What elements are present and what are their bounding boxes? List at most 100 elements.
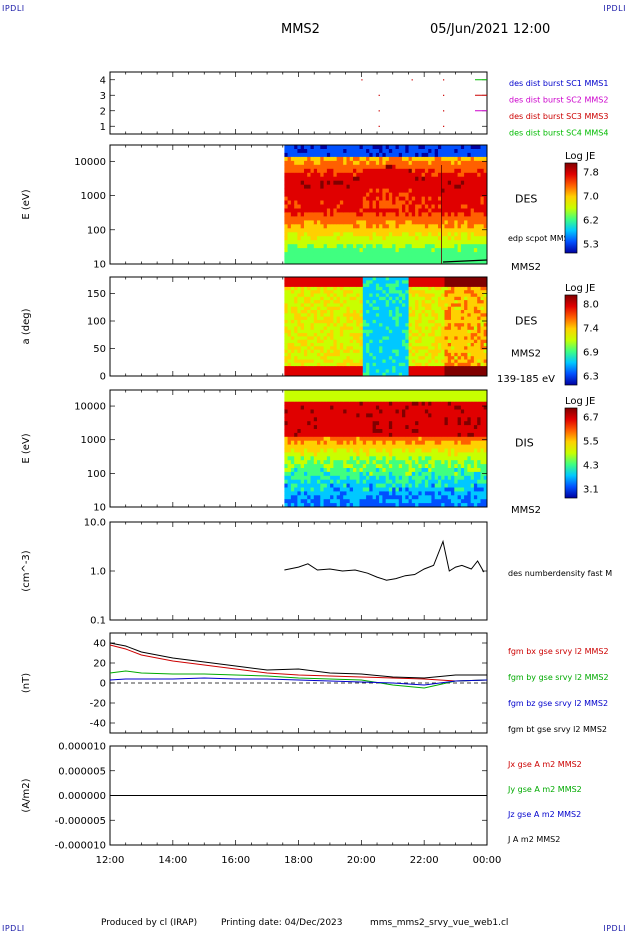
des-pitch-cell xyxy=(444,343,449,347)
des-pitch-cell xyxy=(297,296,302,301)
dis-energy-cell xyxy=(336,452,341,457)
des-pitch-cell xyxy=(369,313,373,317)
dis-energy-cell xyxy=(290,460,295,465)
des-energy-cell xyxy=(362,244,367,249)
des-energy-cell xyxy=(388,200,393,205)
des-energy-cell xyxy=(408,240,413,245)
des-pitch-cell xyxy=(297,280,302,284)
des-pitch-cell xyxy=(408,313,413,317)
des-energy-cell xyxy=(346,192,351,197)
des-pitch-cell xyxy=(353,362,357,367)
des-energy-cell xyxy=(483,248,488,253)
des-energy-cell xyxy=(313,180,318,186)
dis-energy-cell xyxy=(300,440,305,445)
des-pitch-cell xyxy=(287,283,292,288)
des-energy-cell xyxy=(304,200,308,205)
des-energy-cell xyxy=(313,216,318,221)
dis-energy-cell xyxy=(346,401,351,406)
des-energy-cell xyxy=(330,180,334,186)
des-energy-cell xyxy=(326,208,331,213)
des-pitch-cell xyxy=(395,313,400,317)
des-energy-cell xyxy=(382,244,387,249)
dis-energy-cell xyxy=(359,456,364,461)
dis-energy-cell xyxy=(346,429,351,434)
des-pitch-cell xyxy=(434,303,439,308)
des-pitch-cell xyxy=(411,277,416,281)
des-pitch-cell xyxy=(392,319,396,324)
des-pitch-cell xyxy=(349,336,354,341)
des-energy-cell xyxy=(415,184,419,190)
corner-mark-tr: IPDLI xyxy=(603,4,626,13)
des-energy-cell xyxy=(336,216,341,221)
dis-energy-cell xyxy=(388,464,393,469)
dis-energy-cell xyxy=(375,471,380,477)
des-pitch-cell xyxy=(313,339,318,344)
burst-frame xyxy=(109,71,488,135)
des-energy-cell xyxy=(428,156,432,162)
des-pitch-colorbar-tick: 6.9 xyxy=(583,348,599,359)
des-energy-cell xyxy=(307,196,311,201)
des-pitch-cell xyxy=(359,329,364,334)
des-pitch-cell xyxy=(451,313,455,317)
des-energy-cell xyxy=(388,152,393,158)
dis-energy-cell xyxy=(375,483,380,488)
des-energy-cell xyxy=(408,168,413,174)
dis-energy-cell xyxy=(353,471,357,477)
des-pitch-cell xyxy=(313,346,318,350)
des-energy-cell xyxy=(395,204,400,209)
des-energy-cell xyxy=(470,248,475,253)
des-energy-cell xyxy=(467,145,472,150)
des-energy-cell xyxy=(290,192,295,197)
dis-energy-cell xyxy=(323,397,328,403)
des-pitch-cell xyxy=(287,303,292,308)
des-energy-cell xyxy=(375,204,380,209)
des-energy-cell xyxy=(388,236,393,241)
des-energy-cell xyxy=(431,149,436,154)
des-pitch-cell xyxy=(460,306,465,311)
des-energy-cell xyxy=(460,212,465,217)
des-pitch-cell xyxy=(294,313,298,317)
des-pitch-cell xyxy=(415,359,419,364)
dis-energy-cell xyxy=(385,436,390,442)
des-energy-cell xyxy=(480,180,485,186)
des-energy-cell xyxy=(313,232,318,237)
des-energy-cell xyxy=(431,156,436,162)
des-energy-cell xyxy=(297,204,302,209)
dis-energy-cell xyxy=(304,401,308,406)
dis-energy-cell xyxy=(346,471,351,477)
des-energy-cell xyxy=(326,256,331,261)
des-energy-cell xyxy=(284,164,289,170)
dis-energy-cell xyxy=(330,444,334,449)
des-energy-cell xyxy=(395,192,400,197)
des-energy-cell xyxy=(424,240,429,245)
des-energy-cell xyxy=(457,260,462,265)
des-pitch-cell xyxy=(320,293,324,298)
des-pitch-cell xyxy=(395,359,400,364)
des-energy-cell xyxy=(310,232,315,237)
des-energy-cell xyxy=(457,244,462,249)
dis-energy-cell xyxy=(323,405,328,410)
des-pitch-cell xyxy=(434,313,439,317)
des-pitch-cell xyxy=(447,316,452,321)
des-pitch-cell xyxy=(375,306,380,311)
dis-energy-cell xyxy=(343,499,347,504)
des-energy-cell xyxy=(353,256,357,261)
dis-energy-cell xyxy=(336,471,341,477)
dis-energy-cell xyxy=(346,456,351,461)
des-energy-cell xyxy=(460,244,465,249)
des-energy-cell xyxy=(398,145,403,150)
dis-energy-cell xyxy=(385,401,390,406)
des-pitch-cell xyxy=(310,326,315,331)
dis-energy-cell xyxy=(290,448,295,453)
des-pitch-cell xyxy=(444,356,449,360)
des-pitch-cell xyxy=(339,306,344,311)
des-pitch-cell xyxy=(313,316,318,321)
dis-energy-cell xyxy=(300,487,305,492)
des-pitch-cell xyxy=(320,333,324,337)
des-pitch-cell xyxy=(339,349,344,354)
des-energy-cell xyxy=(330,160,334,166)
dis-energy-cell xyxy=(323,471,328,477)
des-energy-cell xyxy=(320,220,324,225)
des-energy-cell xyxy=(444,164,449,170)
dis-energy-cell xyxy=(336,421,341,426)
